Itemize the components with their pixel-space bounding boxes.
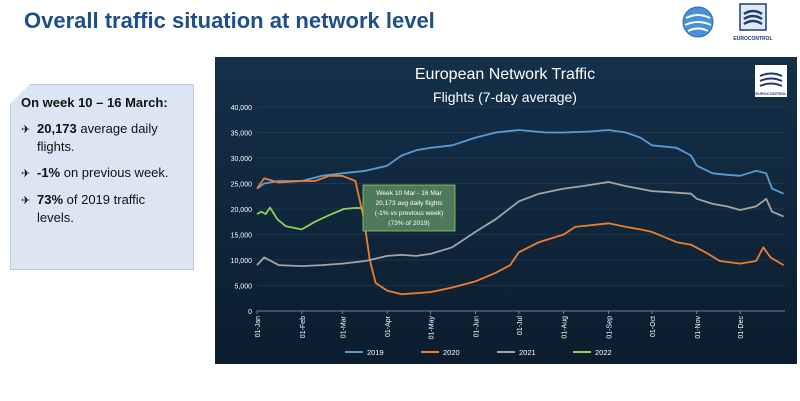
x-tick-label: 01-Apr — [385, 315, 392, 337]
y-tick-label: 35,000 — [231, 131, 253, 138]
series-line-2019 — [256, 129, 784, 195]
series-line-2022 — [256, 206, 362, 231]
summary-item-week-change: ✈ -1% on previous week. — [21, 164, 185, 183]
x-tick-label: 01-Jun — [473, 316, 480, 338]
summary-item-text: 20,173 average daily flights. — [37, 121, 158, 154]
annotation-line: (-1% vs previous week) — [375, 210, 444, 217]
y-tick-label: 20,000 — [231, 207, 253, 214]
annotation-line: (73% of 2019) — [388, 220, 429, 227]
weekly-summary-box: On week 10 – 16 March: ✈ 20,173 average … — [10, 84, 194, 270]
annotation-line: Week 10 Mar - 16 Mar — [376, 190, 442, 197]
network-globe-icon — [682, 6, 714, 38]
chart-logo: EUROCONTROL — [755, 65, 787, 97]
x-tick-label: 01-May — [429, 316, 436, 340]
legend-label-2021: 2021 — [519, 348, 536, 357]
y-tick-label: 40,000 — [231, 105, 253, 112]
x-tick-label: 01-Feb — [300, 316, 307, 338]
x-tick-label: 01-Jan — [255, 316, 262, 338]
y-tick-label: 0 — [248, 309, 252, 316]
summary-item-flights: ✈ 20,173 average daily flights. — [21, 120, 185, 156]
x-tick-label: 01-Nov — [695, 316, 702, 339]
plane-icon: ✈ — [21, 124, 31, 136]
logo-area: EUROCONTROL — [680, 2, 790, 42]
eurocontrol-logo-text: EUROCONTROL — [733, 36, 773, 42]
legend-label-2022: 2022 — [595, 348, 612, 357]
chart-legend: 2019 2020 2021 2022 — [345, 348, 612, 357]
y-tick-label: 25,000 — [231, 182, 253, 189]
chart-annotation: Week 10 Mar - 16 Mar 20,173 avg daily fli… — [362, 184, 456, 232]
eurocontrol-emblem-icon — [759, 72, 783, 87]
series-line-2020 — [256, 174, 785, 296]
y-tick-label: 30,000 — [231, 156, 253, 163]
chart-logo-text: EUROCONTROL — [755, 91, 787, 96]
plane-icon: ✈ — [21, 168, 31, 180]
chart-subtitle: Flights (7-day average) — [433, 89, 577, 105]
x-tick-label: 01-Mar — [340, 315, 347, 338]
summary-item-text: -1% on previous week. — [37, 165, 169, 180]
eurocontrol-emblem-icon — [739, 3, 767, 31]
x-tick-label: 01-Sep — [607, 316, 614, 339]
series-line-2021 — [256, 181, 784, 267]
x-tick-label: 01-Oct — [650, 316, 657, 337]
annotation-line: 20,173 avg daily flights — [375, 200, 443, 207]
y-tick-label: 10,000 — [231, 258, 253, 265]
legend-label-2020: 2020 — [443, 348, 460, 357]
x-tick-label: 01-Aug — [562, 316, 569, 339]
plane-icon: ✈ — [21, 195, 31, 207]
summary-item-text: 73% of 2019 traffic levels. — [37, 192, 146, 225]
eurocontrol-logo: EUROCONTROL — [722, 2, 784, 42]
y-tick-label: 5,000 — [234, 284, 252, 291]
legend-label-2019: 2019 — [367, 348, 384, 357]
chart-title: European Network Traffic — [415, 66, 595, 83]
axes: 0 5,000 10,000 15,000 20,000 25,000 30,000 35,0… — [231, 105, 785, 339]
annotation-box — [362, 184, 456, 232]
traffic-chart: European Network Traffic Flights (7-day … — [215, 57, 797, 364]
y-tick-label: 15,000 — [231, 233, 253, 240]
summary-item-2019-level: ✈ 73% of 2019 traffic levels. — [21, 191, 185, 227]
x-tick-label: 01-Dec — [738, 316, 745, 339]
traffic-chart-svg: European Network Traffic Flights (7-day … — [215, 57, 797, 364]
summary-heading: On week 10 – 16 March: — [21, 95, 168, 110]
series-lines — [256, 129, 785, 296]
page-title: Overall traffic situation at network lev… — [24, 8, 435, 33]
x-tick-label: 01-Jul — [517, 316, 524, 336]
